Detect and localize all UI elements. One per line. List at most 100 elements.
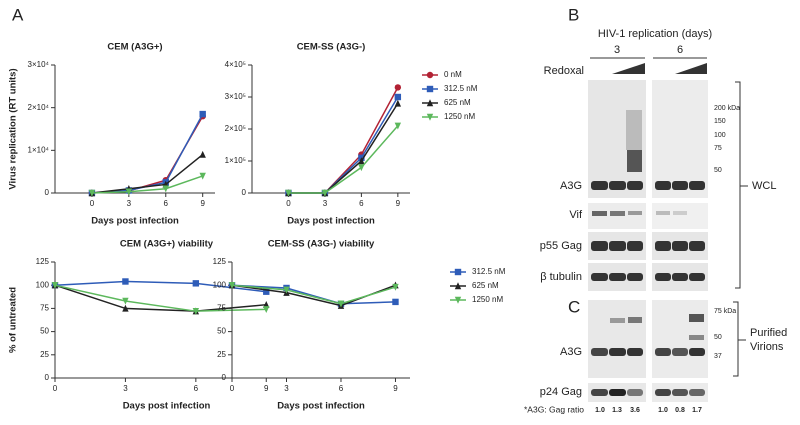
marker [394,93,402,101]
y-tick-label: 0 [222,373,227,382]
y-tick-label: 4×10⁵ [225,60,246,69]
y-tick-label: 3×10⁵ [225,92,246,101]
y-tick-label: 50 [217,327,226,336]
y-tick-label: 100 [213,280,227,289]
marker [122,304,129,312]
series-line [231,284,396,305]
row-label: A3G [560,346,582,358]
marker [394,99,402,107]
marker [192,307,200,315]
x-tick-label: 3 [284,384,289,393]
ratio-value: 1.0 [658,407,668,414]
chart-title: CEM-SS (A3G-) [297,42,366,53]
x-tick-label: 9 [393,384,398,393]
y-tick-label: 0 [242,188,247,197]
group-label: Purified [750,327,787,339]
marker [454,296,462,304]
treatment-label: Redoxal [544,65,584,77]
marker [199,172,206,180]
x-tick-label: 6 [194,384,199,393]
panel-label: B [568,5,579,24]
day-label: 3 [614,44,620,56]
y-tick-label: 25 [217,350,226,359]
marker [192,280,200,287]
row-label: A3G [560,180,582,192]
bracket [733,301,746,377]
marker [122,297,129,305]
marker [88,189,96,197]
x-tick-label: 6 [339,384,344,393]
chart-title: CEM-SS (A3G-) viability [268,239,375,250]
marker [199,110,206,118]
series-line [54,284,267,312]
marker [426,113,434,121]
marker [51,282,59,289]
y-tick-label: 1×10⁴ [28,145,50,154]
x-axis-label: Days post infection [287,216,375,227]
legend-label: 0 nM [444,70,462,79]
x-axis-label: Days post infection [277,401,365,412]
x-tick-label: 0 [230,384,235,393]
legend-label: 312.5 nM [444,84,478,93]
marker [392,283,399,291]
x-tick-label: 0 [90,199,95,208]
y-tick-label: 2×10⁵ [225,124,246,133]
y-axis-label: Virus replication (RT units) [8,68,19,189]
y-axis-label: % of untreated [8,287,19,353]
legend-label: 312.5 nM [472,267,506,276]
y-tick-label: 1×10⁵ [225,156,246,165]
marker [283,286,290,294]
marker [426,71,434,79]
x-tick-label: 0 [286,199,291,208]
marker [454,282,462,290]
wedge [612,63,645,74]
marker [228,282,236,289]
y-tick-label: 100 [36,280,50,289]
row-label: β tubulin [540,271,582,283]
x-tick-label: 0 [53,384,58,393]
y-tick-label: 75 [217,304,226,313]
y-tick-label: 75 [40,304,49,313]
series-line [91,154,204,194]
x-tick-label: 3 [323,199,328,208]
series-line [91,175,203,194]
blot-wcl [588,80,708,291]
marker [337,300,345,308]
y-tick-label: 0 [45,188,50,197]
marker-label: 75 kDa [714,308,736,315]
series-line [231,284,396,305]
legend-label: 625 nM [472,281,499,290]
x-tick-label: 3 [123,384,128,393]
panel-label: A [12,5,24,24]
ratio-value: 1.3 [612,407,622,414]
group-label: Virions [750,341,784,353]
x-tick-label: 9 [200,199,205,208]
marker-label: 75 [714,145,722,152]
marker [394,84,402,91]
legend-label: 1250 nM [472,295,503,304]
day-label: 6 [677,44,683,56]
group-label: WCL [752,180,776,192]
marker-label: 50 [714,334,722,341]
y-tick-label: 0 [45,373,50,382]
y-tick-label: 50 [40,327,49,336]
marker [358,157,365,165]
x-tick-label: 3 [127,199,132,208]
marker-label: 37 [714,353,722,360]
y-tick-label: 2×10⁴ [28,103,50,112]
x-tick-label: 9 [396,199,401,208]
chart-title: CEM (A3G+) viability [120,239,214,250]
marker-label: 150 [714,118,726,125]
y-tick-label: 125 [36,257,50,266]
ratio-value: 0.8 [675,407,685,414]
marker [392,298,399,306]
x-tick-label: 9 [264,384,269,393]
wedge [675,63,707,74]
panel-label: C [568,297,580,316]
blot-header: HIV-1 replication (days) [598,28,712,40]
y-tick-label: 125 [213,257,227,266]
marker [394,122,402,130]
ratio-value: 3.6 [630,407,640,414]
